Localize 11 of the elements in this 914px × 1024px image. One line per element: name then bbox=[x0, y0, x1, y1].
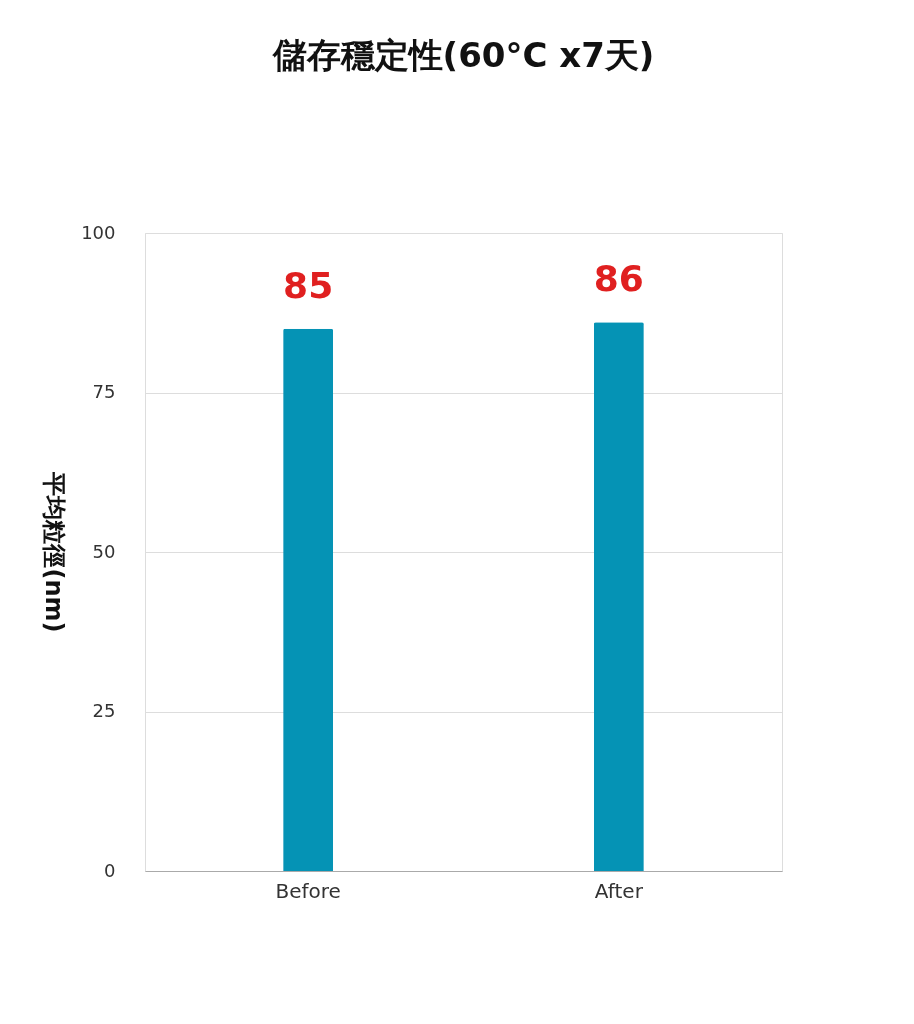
data-label: 86 bbox=[593, 258, 644, 300]
y-tick-label: 75 bbox=[92, 381, 116, 402]
x-tick-label: After bbox=[594, 878, 644, 903]
y-tick-label: 0 bbox=[104, 859, 116, 881]
y-axis-title: 平均粒徑(nm) bbox=[40, 471, 69, 633]
chart-title: 儲存穩定性(60°C x7天) bbox=[271, 35, 655, 75]
data-label: 85 bbox=[283, 264, 334, 306]
x-tick-label: Before bbox=[275, 878, 341, 903]
y-tick-label: 25 bbox=[92, 700, 116, 721]
y-tick-label: 50 bbox=[92, 540, 116, 562]
y-tick-label: 100 bbox=[81, 221, 116, 243]
